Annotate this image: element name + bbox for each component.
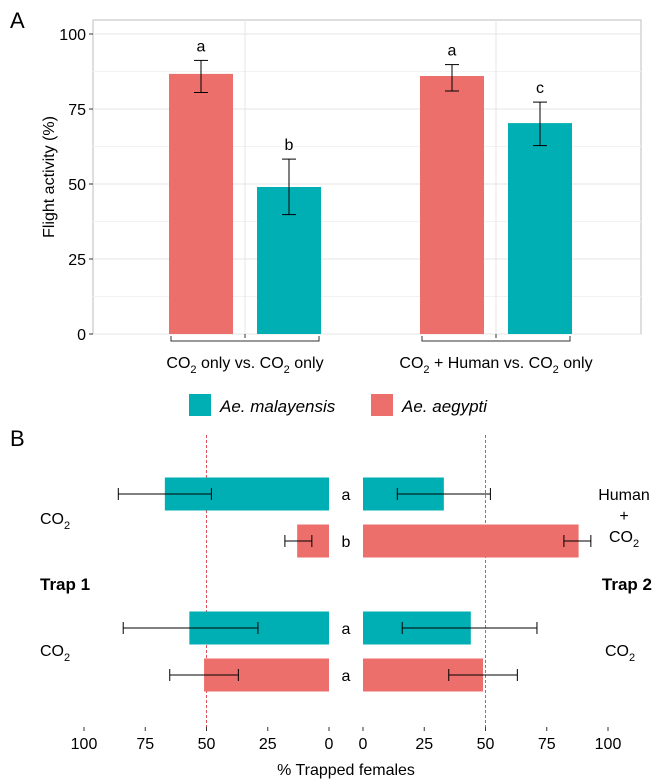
- significance-letter: c: [536, 80, 544, 97]
- x-tick-label: 100: [71, 736, 98, 753]
- legend-swatch-malayensis: [189, 394, 211, 416]
- legend: Ae. malayensis Ae. aegypti: [189, 394, 488, 416]
- trap2-co2-label-top: CO2: [609, 529, 639, 550]
- y-axis-title: Flight activity (%): [41, 116, 58, 238]
- significance-letter: b: [285, 137, 294, 154]
- x-category-label: CO2 + Human vs. CO2 only: [399, 355, 592, 376]
- trap1-label: Trap 1: [40, 575, 90, 594]
- significance-letter: a: [342, 487, 351, 504]
- panel-b-letter: B: [10, 426, 25, 451]
- x-tick-label: 50: [477, 736, 495, 753]
- x-tick-label: 0: [359, 736, 368, 753]
- legend-swatch-aegypti: [371, 394, 393, 416]
- significance-letter: a: [448, 43, 457, 60]
- y-tick-label: 50: [68, 177, 86, 194]
- x-tick-label: 50: [198, 736, 216, 753]
- group-bracket: [170, 336, 320, 342]
- panel-a-chart: 0 25 50 75 100 a b CO2 only vs. CO2 only a c CO2 +…: [41, 19, 642, 376]
- x-tick-label: 25: [415, 736, 433, 753]
- trap2-human-label-line: Human: [598, 487, 650, 504]
- significance-letter: b: [342, 534, 351, 551]
- y-tick-label: 100: [59, 27, 86, 44]
- x-tick-label: 75: [136, 736, 154, 753]
- significance-letter: a: [342, 621, 351, 638]
- panel-b-chart: a b a a 100 75 50 25 0 0 25 50 75 100 % Trapped female…: [40, 435, 652, 779]
- x-tick-label: 100: [595, 736, 622, 753]
- bar: [508, 123, 572, 334]
- y-tick-label: 25: [68, 252, 86, 269]
- trap2-human-label-line: +: [619, 508, 628, 525]
- trap2-label: Trap 2: [602, 575, 652, 594]
- group-bracket: [421, 336, 571, 342]
- bar: [169, 73, 233, 335]
- trap1-co2-label-bottom: CO2: [40, 643, 70, 664]
- panel-a-letter: A: [10, 8, 25, 33]
- bar-trap2: [363, 524, 579, 558]
- legend-label-aegypti: Ae. aegypti: [401, 397, 488, 416]
- trap2-co2-label-bottom: CO2: [605, 643, 635, 664]
- bar: [420, 76, 484, 334]
- trap1-co2-label-top: CO2: [40, 511, 70, 532]
- x-axis-title: % Trapped females: [277, 762, 415, 779]
- legend-label-malayensis: Ae. malayensis: [219, 397, 336, 416]
- x-tick-label: 75: [538, 736, 556, 753]
- x-tick-label: 25: [259, 736, 277, 753]
- y-tick-label: 75: [68, 102, 86, 119]
- y-tick-label: 0: [77, 327, 86, 344]
- x-tick-label: 0: [325, 736, 334, 753]
- significance-letter: a: [342, 668, 351, 685]
- significance-letter: a: [197, 38, 206, 55]
- x-category-label: CO2 only vs. CO2 only: [166, 355, 323, 376]
